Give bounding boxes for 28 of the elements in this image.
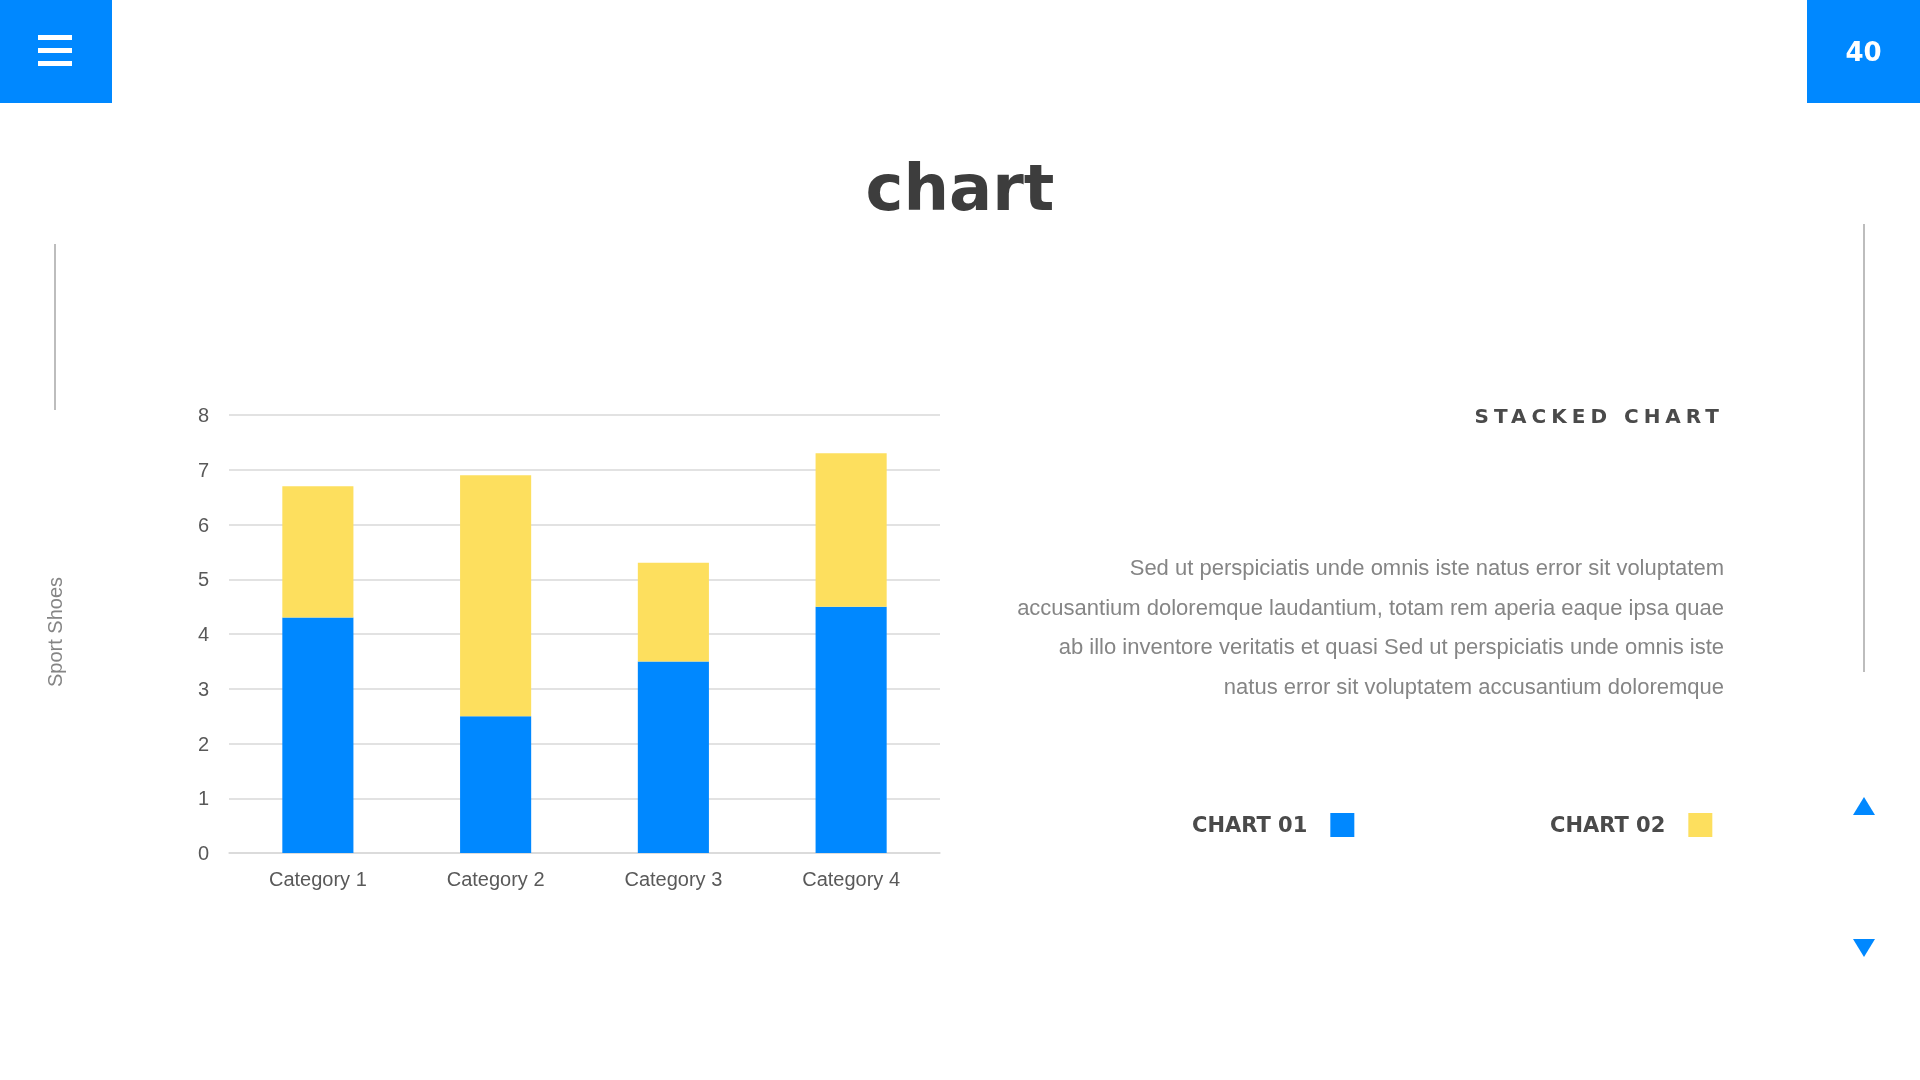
x-tick-label: Category 3 — [624, 868, 723, 890]
chart-title: chart — [864, 150, 1056, 227]
bar — [282, 486, 354, 618]
y-tick-label: 2 — [197, 732, 209, 755]
y-tick-label: 5 — [197, 568, 209, 591]
text: Sed ut perspiciatis unde omnis iste natus error sit voluptatem accusantium doloremque laudantium, totam rem aperia eaque ipsa quae ab illo inventore veritatis et quasi Sed ut perspiciatis unde omnis iste natus error sit voluptatem accusantium doloremque — [1016, 554, 1724, 701]
y-tick-label: 6 — [197, 513, 209, 536]
legend-label: CHART 02 — [1550, 813, 1666, 837]
y-tick-label: 7 — [197, 458, 209, 481]
bar — [460, 475, 532, 717]
bar — [815, 453, 887, 607]
bar — [460, 716, 532, 853]
text: Sport Shoes — [43, 576, 67, 688]
y-tick-label: 0 — [197, 842, 209, 864]
x-tick-label: Category 2 — [446, 868, 545, 890]
y-tick-label: 3 — [197, 677, 209, 700]
y-tick-label: 1 — [197, 787, 209, 810]
bar — [637, 661, 709, 853]
y-tick-label: 8 — [197, 404, 209, 426]
bar — [815, 606, 887, 853]
text: STACKED CHART — [1474, 404, 1724, 428]
x-tick-label: Category 1 — [268, 868, 367, 890]
page-number-badge: 40 — [1807, 0, 1920, 103]
x-tick-label: Category 4 — [802, 868, 901, 890]
bar — [282, 617, 354, 853]
bar — [637, 562, 709, 662]
y-tick-label: 4 — [197, 623, 209, 645]
legend-label: CHART 01 — [1192, 813, 1308, 837]
